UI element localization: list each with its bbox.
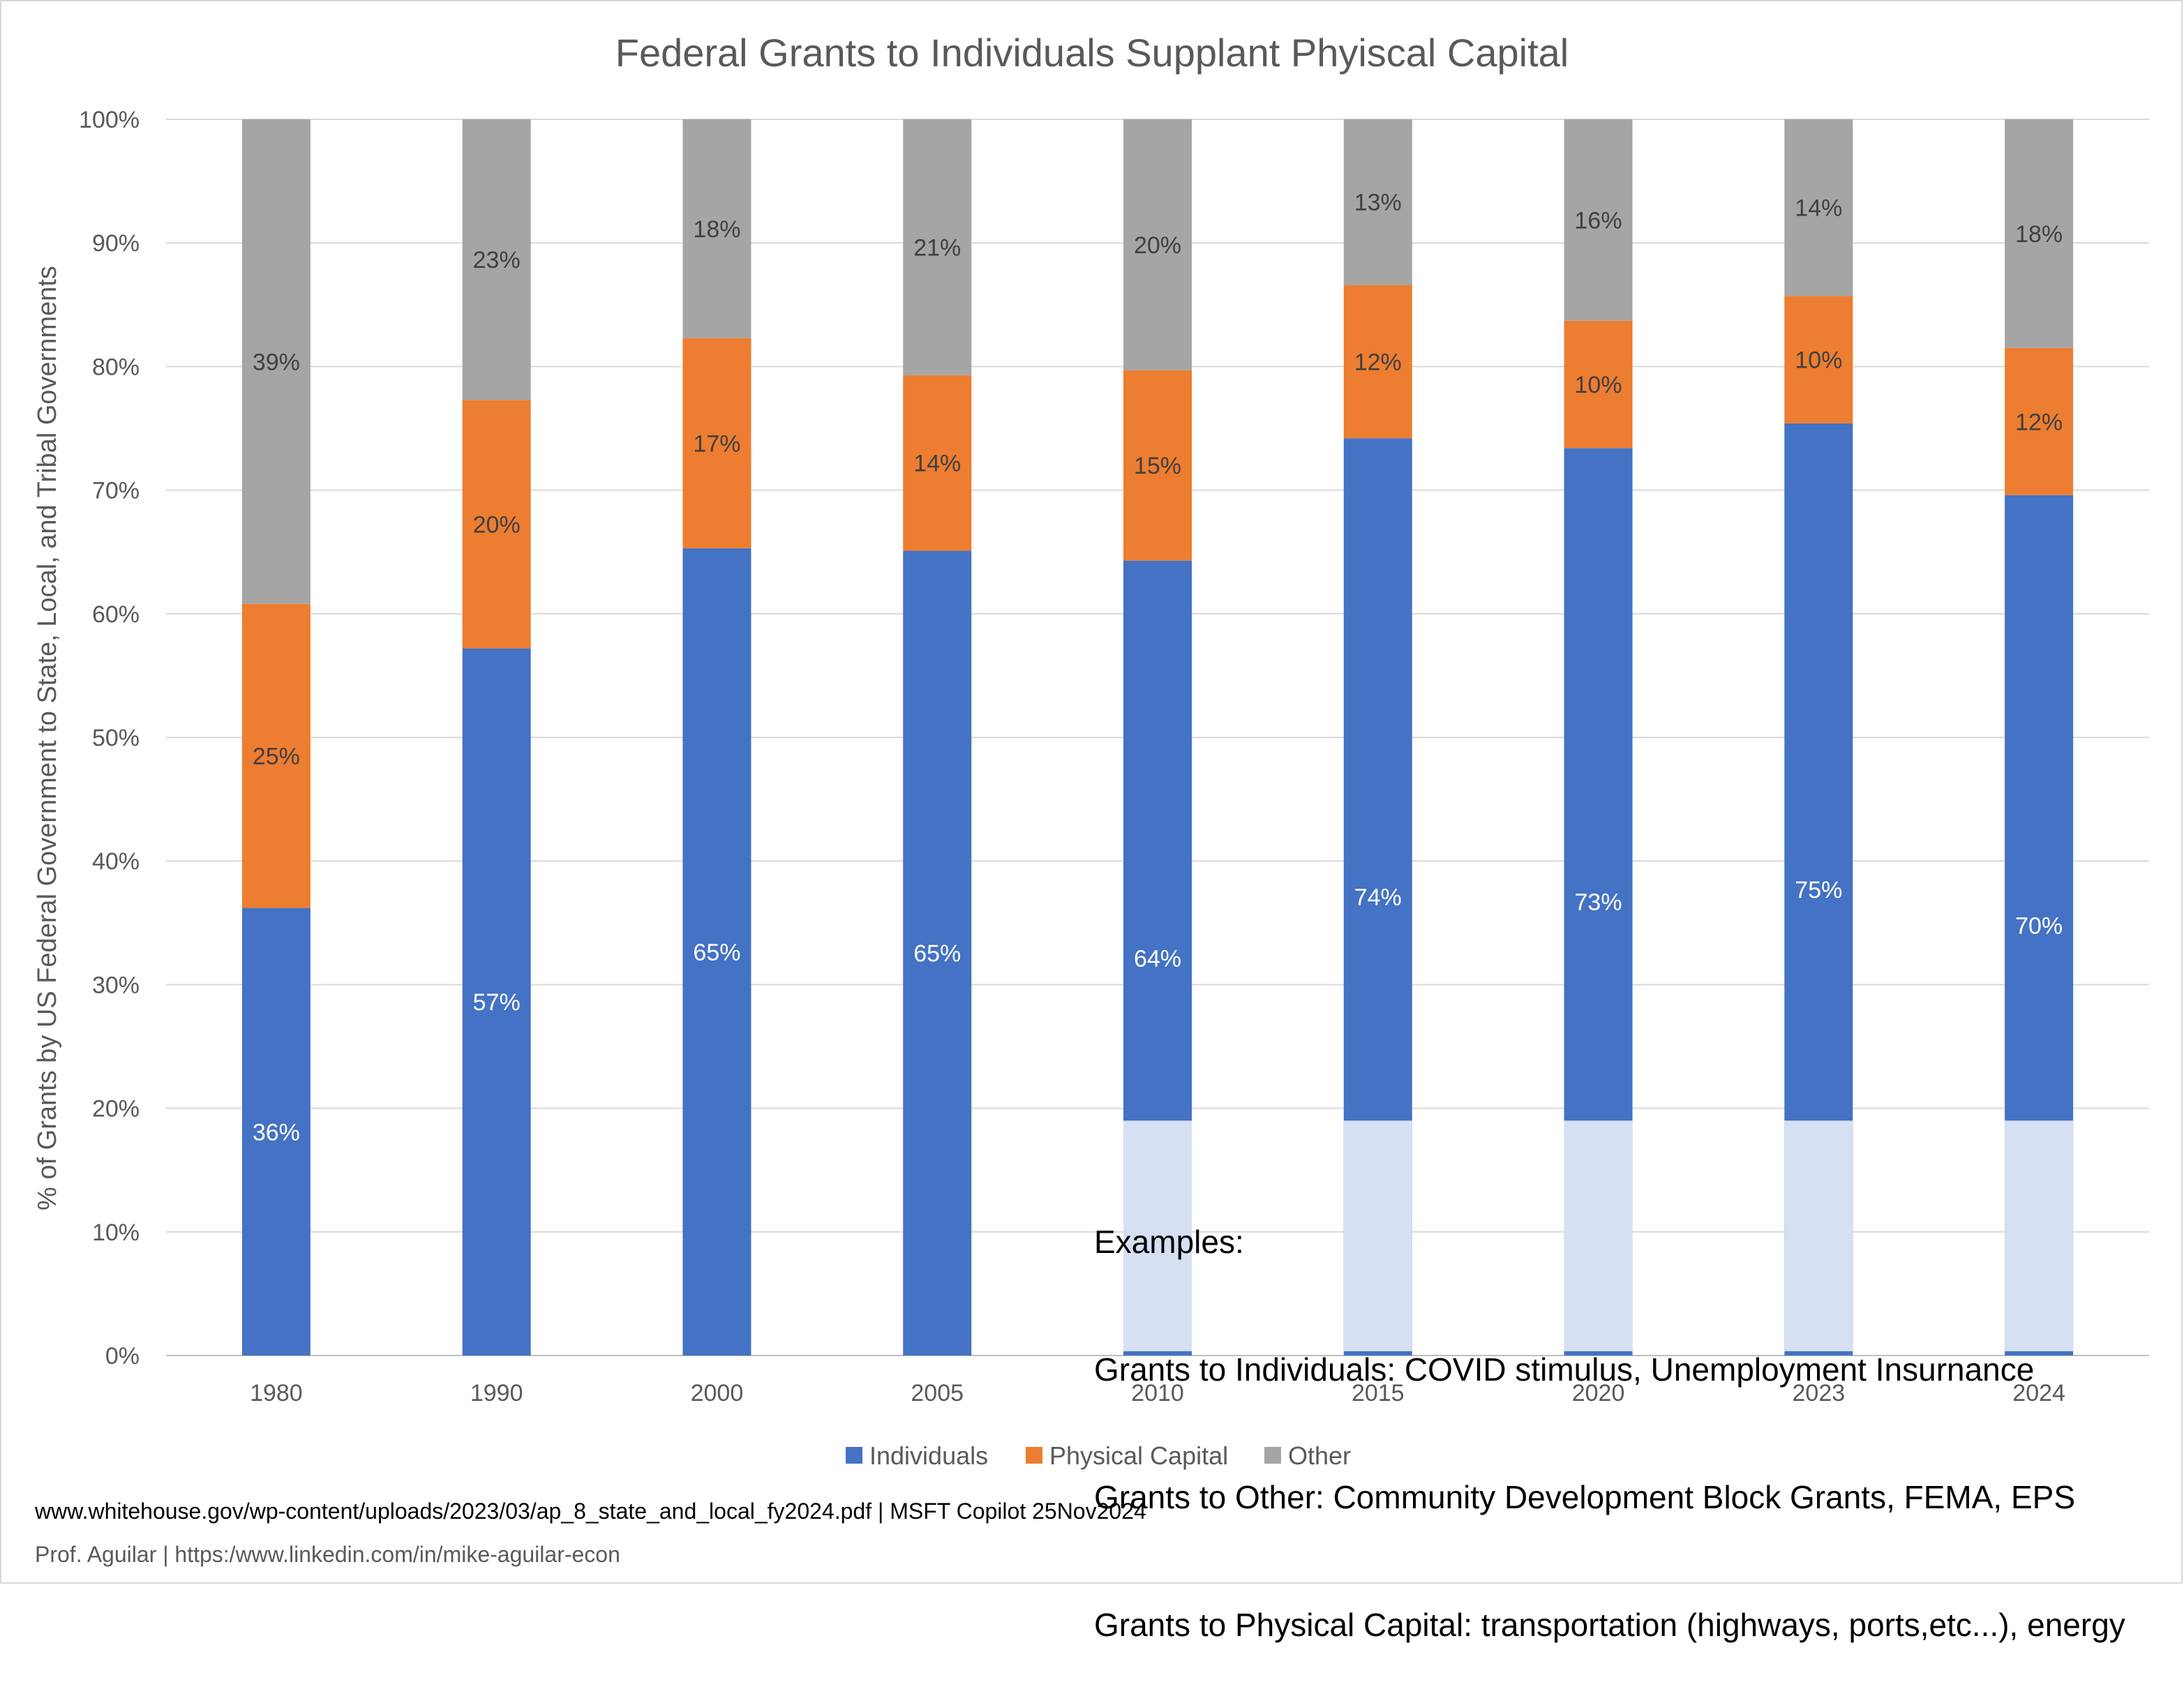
data-label: 70% [2015, 913, 2063, 939]
annotation-overlay [2005, 1120, 2074, 1351]
bar-segment-other [1343, 119, 1412, 285]
examples-annotation: Examples: Grants to Individuals: COVID s… [1094, 1136, 2125, 1689]
annotation-line: Grants to Individuals: COVID stimulus, U… [1094, 1351, 2035, 1388]
data-label: 23% [473, 247, 521, 273]
stacked-bar-chart: Federal Grants to Individuals Supplant P… [33, 31, 2149, 1470]
legend-label: Other [1288, 1441, 1351, 1470]
data-label: 21% [913, 234, 961, 261]
bar-segment-physical-capital [1123, 370, 1192, 561]
data-label: 25% [253, 744, 300, 770]
bar-segment-physical-capital [1343, 285, 1412, 439]
data-label: 18% [2015, 221, 2063, 248]
bar-segment-physical-capital [462, 400, 531, 649]
annotation-overlay [1123, 1120, 1192, 1351]
x-axis-ticks: 1980 1990 2000 2005 2010 2015 2020 2023 2024 [250, 1380, 2065, 1406]
bar-segment-other [241, 119, 311, 604]
data-label: 36% [253, 1119, 300, 1146]
bar-segment-other [903, 119, 972, 375]
bar-segment-individuals [462, 648, 531, 1356]
data-label: 73% [1575, 889, 1622, 916]
data-label: 20% [1134, 232, 1181, 259]
annotation-overlay [1564, 1120, 1633, 1351]
data-label: 15% [1134, 453, 1181, 479]
bar-segment-individuals [682, 548, 751, 1356]
x-tick-label: 2015 [1352, 1380, 1405, 1406]
x-tick-label: 2023 [1793, 1380, 1846, 1406]
bar-segment-other [682, 119, 751, 338]
legend-swatch [846, 1447, 862, 1464]
y-tick-label: 30% [92, 972, 140, 998]
data-label: 74% [1354, 885, 1402, 911]
data-label: 10% [1795, 347, 1842, 374]
bar-segment-physical-capital [1564, 320, 1633, 449]
data-label: 14% [1795, 195, 1842, 222]
chart-frame [0, 0, 2183, 1584]
bar-segment-other [1784, 119, 1853, 296]
chart-title: Federal Grants to Individuals Supplant P… [615, 31, 1569, 75]
data-label: 10% [1575, 372, 1622, 398]
data-label: 57% [473, 989, 521, 1016]
x-tick-label: 2000 [691, 1380, 744, 1406]
x-tick-label: 2005 [911, 1380, 964, 1406]
data-label: 12% [1354, 349, 1402, 375]
y-tick-label: 80% [92, 354, 140, 380]
x-tick-label: 2024 [2012, 1380, 2065, 1406]
bar-segment-physical-capital [682, 338, 751, 548]
data-label: 65% [913, 940, 961, 967]
y-tick-label: 90% [92, 230, 140, 257]
x-tick-label: 1990 [470, 1380, 523, 1406]
bar-segment-physical-capital [241, 603, 311, 908]
source-footer: www.whitehouse.gov/wp-content/uploads/20… [35, 1499, 1146, 1524]
data-label: 65% [693, 939, 740, 966]
data-label: 16% [1575, 207, 1622, 234]
x-tick-label: 2020 [1572, 1380, 1625, 1406]
y-tick-label: 100% [79, 107, 140, 133]
y-tick-label: 70% [92, 478, 140, 504]
legend: Individuals Physical Capital Other [846, 1441, 1351, 1470]
data-label: 12% [2015, 409, 2063, 435]
x-tick-label: 2010 [1131, 1380, 1184, 1406]
y-tick-label: 10% [92, 1219, 140, 1246]
credit-footer: Prof. Aguilar | https:/www.linkedin.com/… [35, 1542, 620, 1567]
data-label: 13% [1354, 190, 1402, 216]
annotation-line: Grants to Physical Capital: transportati… [1094, 1607, 2125, 1643]
y-tick-label: 50% [92, 725, 140, 751]
bar-segment-individuals [241, 908, 311, 1356]
data-label: 14% [913, 451, 961, 477]
bar-segment-individuals [903, 550, 972, 1356]
bar-segment-other [2005, 119, 2074, 348]
data-labels: 36% 25% 39% 57% 20% 23% 65% 17% 18% 65% 14% 21% 64% 1… [253, 190, 2074, 1351]
data-label: 20% [473, 511, 521, 538]
legend-label: Individuals [869, 1441, 988, 1470]
y-tick-label: 40% [92, 848, 140, 875]
annotation-overlay [1784, 1120, 1853, 1351]
y-tick-label: 0% [105, 1343, 140, 1369]
bar-segment-physical-capital [1784, 296, 1853, 423]
legend-swatch [1264, 1447, 1281, 1464]
legend-swatch [1026, 1447, 1042, 1464]
y-tick-label: 20% [92, 1096, 140, 1123]
legend-label: Physical Capital [1049, 1441, 1228, 1470]
bar-segment-physical-capital [2005, 347, 2074, 495]
bar-segment-physical-capital [903, 375, 972, 551]
bar-segment-other [1564, 119, 1633, 321]
annotation-line: Examples: [1094, 1224, 1244, 1260]
data-label: 17% [693, 430, 740, 457]
annotation-overlay [1343, 1120, 1412, 1351]
x-tick-label: 1980 [250, 1380, 303, 1406]
annotation-line: Grants to Other: Community Development B… [1094, 1479, 2076, 1515]
y-axis-ticks: 0% 10% 20% 30% 40% 50% 60% 70% 80% 90% 100% [79, 107, 140, 1369]
data-label: 75% [1795, 877, 1842, 903]
y-tick-label: 60% [92, 601, 140, 628]
y-axis-title: % of Grants by US Federal Government to … [33, 266, 62, 1210]
bar-segment-other [462, 119, 531, 400]
bar-segment-other [1123, 119, 1192, 370]
data-label: 64% [1134, 945, 1181, 972]
data-label: 39% [253, 349, 300, 375]
data-label: 18% [693, 216, 740, 243]
